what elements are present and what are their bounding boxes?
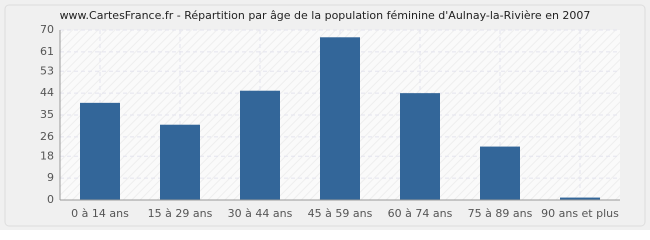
x-tick-label: 45 à 59 ans [308,207,373,220]
bar [160,124,200,200]
bar [240,90,280,200]
y-tick-label: 0 [47,193,54,206]
y-tick-label: 18 [40,149,54,162]
bar [320,37,360,201]
bar [560,197,600,200]
x-tick-label: 90 ans et plus [541,207,619,220]
bar [80,102,120,200]
y-tick-label: 9 [47,171,54,184]
y-tick-label: 44 [40,86,54,99]
bar [480,146,520,200]
y-tick-label: 61 [40,45,54,58]
x-tick-label: 15 à 29 ans [148,207,213,220]
x-tick-label: 30 à 44 ans [228,207,293,220]
y-tick-label: 35 [40,108,54,121]
chart-title: www.CartesFrance.fr - Répartition par âg… [60,9,591,22]
y-tick-label: 26 [40,130,54,143]
y-tick-label: 70 [40,23,54,36]
y-tick-label: 53 [40,64,54,77]
x-tick-label: 60 à 74 ans [388,207,453,220]
chart: www.CartesFrance.fr - Répartition par âg… [0,0,650,230]
bar [400,93,440,200]
x-tick-label: 0 à 14 ans [71,207,129,220]
x-tick-label: 75 à 89 ans [468,207,533,220]
